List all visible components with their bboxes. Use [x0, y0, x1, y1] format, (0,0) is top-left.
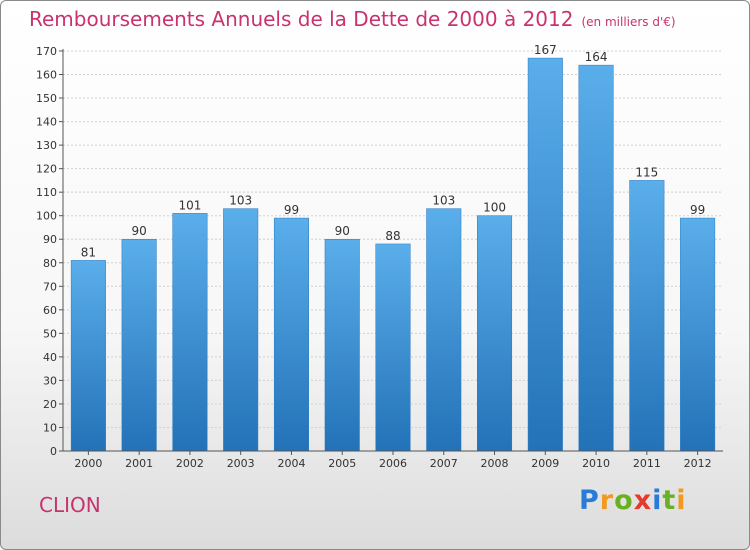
logo-letter: i: [652, 485, 663, 516]
bar-value-label: 103: [229, 194, 252, 208]
bar: [426, 208, 462, 452]
x-tick-label: 2010: [582, 457, 610, 470]
bar-value-label: 101: [178, 198, 201, 212]
bar-value-label: 99: [690, 203, 705, 217]
y-tick-label: 40: [43, 351, 57, 364]
bar-value-label: 103: [432, 194, 455, 208]
x-tick-label: 2003: [227, 457, 255, 470]
bar-value-label: 90: [132, 224, 147, 238]
bar: [477, 215, 513, 452]
bar: [273, 217, 309, 452]
y-tick-label: 120: [36, 163, 57, 176]
bar-value-label: 100: [483, 201, 506, 215]
logo-letter: o: [614, 485, 634, 516]
y-tick-label: 50: [43, 327, 57, 340]
x-tick-label: 2006: [379, 457, 407, 470]
bar-value-label: 99: [284, 203, 299, 217]
x-tick-label: 2012: [684, 457, 712, 470]
bar: [629, 180, 665, 452]
logo-letter: r: [599, 485, 615, 516]
x-tick-label: 2005: [328, 457, 356, 470]
x-tick-label: 2004: [277, 457, 305, 470]
y-tick-label: 0: [50, 445, 57, 458]
bar: [578, 64, 614, 452]
y-tick-label: 80: [43, 257, 57, 270]
bar: [70, 260, 106, 452]
y-tick-label: 160: [36, 69, 57, 82]
town-name: CLION: [39, 493, 101, 517]
x-tick-label: 2009: [531, 457, 559, 470]
y-tick-label: 130: [36, 139, 57, 152]
bar-value-label: 167: [534, 43, 557, 57]
y-axis: 0 10 20 30 40 50 60 70 80 90 100 110 120 130 140 150 160…: [36, 45, 64, 458]
bar: [680, 217, 716, 452]
y-tick-label: 170: [36, 45, 57, 58]
logo-letter: i: [676, 485, 687, 516]
y-tick-label: 60: [43, 304, 57, 317]
x-tick-label: 2007: [430, 457, 458, 470]
bar-value-label: 164: [585, 50, 608, 64]
y-tick-label: 10: [43, 421, 57, 434]
logo-letter: P: [579, 485, 600, 516]
logo-letter: x: [633, 485, 653, 516]
logo-letter: t: [662, 485, 677, 516]
proxiti-logo: Proxiti: [579, 485, 687, 516]
x-tick-label: 2002: [176, 457, 204, 470]
y-tick-label: 150: [36, 92, 57, 105]
x-tick-label: 2001: [125, 457, 153, 470]
chart-title-text: Remboursements Annuels de la Dette de 20…: [29, 7, 574, 31]
bar-value-label: 90: [335, 224, 350, 238]
bar-value-label: 115: [635, 165, 658, 179]
x-tick-label: 2000: [74, 457, 102, 470]
bar-value-label: 88: [385, 229, 400, 243]
chart-unit-note: (en milliers d'€): [581, 15, 676, 29]
bar: [121, 238, 157, 452]
bar: [527, 57, 563, 452]
x-tick-label: 2011: [633, 457, 661, 470]
bars: 81 90 101 103 99 90 88 103 100 167 164 115 99: [70, 43, 716, 452]
bar: [375, 243, 411, 452]
bar: [172, 213, 208, 452]
chart-title: Remboursements Annuels de la Dette de 20…: [29, 7, 676, 31]
bar: [223, 208, 259, 452]
y-tick-label: 90: [43, 233, 57, 246]
x-tick-label: 2008: [481, 457, 509, 470]
y-tick-label: 110: [36, 186, 57, 199]
x-axis: 2000 2001 2002 2003 2004 2005 2006 2007 2008 2009…: [63, 450, 723, 470]
y-tick-label: 20: [43, 398, 57, 411]
bar-value-label: 81: [81, 245, 96, 259]
y-tick-label: 30: [43, 374, 57, 387]
bar: [324, 238, 360, 452]
y-tick-label: 100: [36, 210, 57, 223]
y-tick-label: 140: [36, 116, 57, 129]
y-tick-label: 70: [43, 280, 57, 293]
